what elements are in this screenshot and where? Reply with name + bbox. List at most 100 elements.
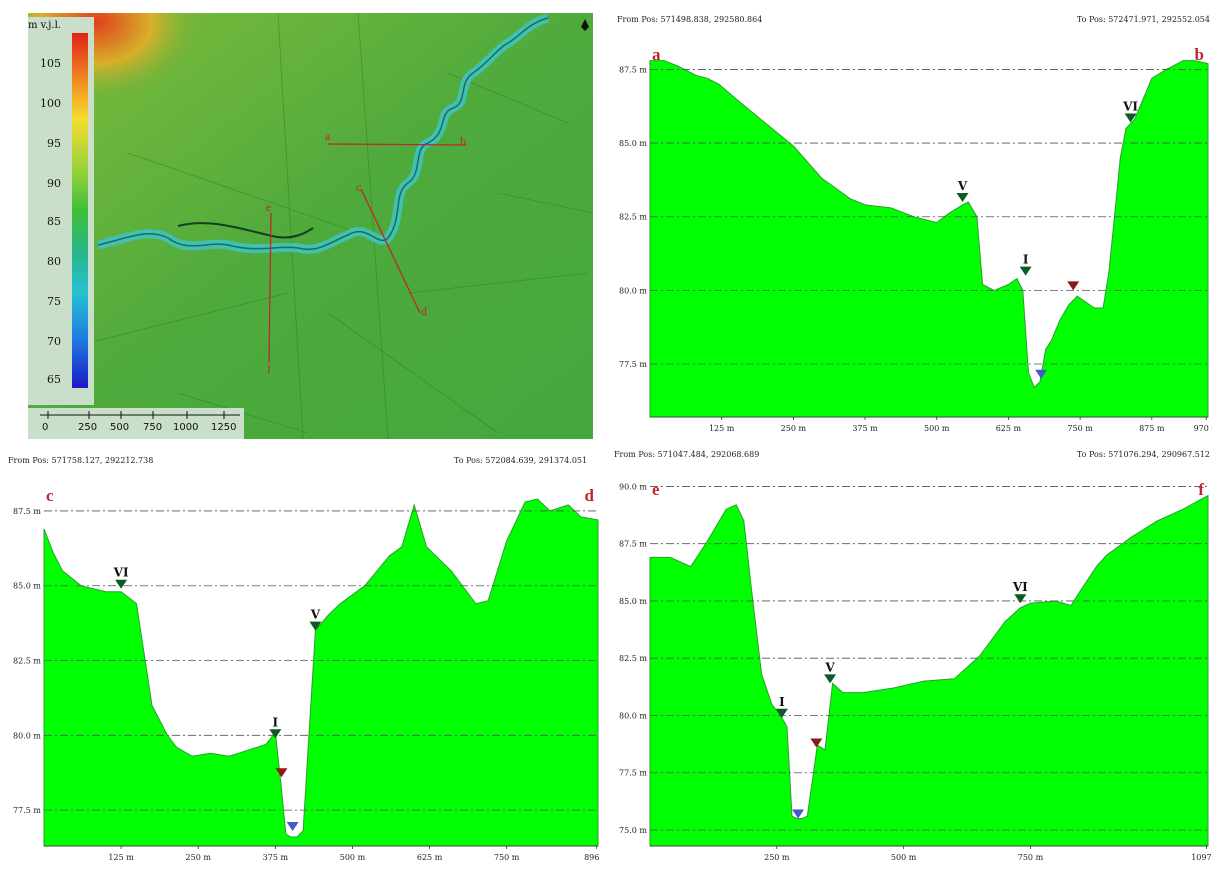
- terrain-map-image: a b c d e f: [28, 13, 593, 439]
- x-tick-label: 625 m: [996, 424, 1022, 433]
- terrace-marker-icon: [286, 822, 299, 832]
- y-tick-label: 80.0 m: [619, 711, 647, 720]
- profile-line-cd: [360, 188, 421, 314]
- profile-end-label: d: [585, 486, 595, 505]
- legend-label: 75: [47, 295, 61, 308]
- scale-bar: 0 250 500 750 1000 1250: [28, 408, 244, 439]
- x-tick-label: 1097 m: [1191, 853, 1212, 862]
- y-tick-label: 77.5 m: [619, 769, 647, 778]
- y-tick-label: 80.0 m: [13, 731, 41, 740]
- terrace-marker-icon: [1035, 369, 1048, 379]
- terrace-marker-icon: [1014, 594, 1027, 604]
- terrace-marker-icon: [1067, 281, 1080, 291]
- legend-label: 95: [47, 137, 61, 150]
- legend-color-bar: [72, 33, 88, 388]
- y-tick-label: 82.5 m: [619, 213, 647, 222]
- map-label-c: c: [356, 180, 361, 194]
- profile-cd-from-pos: From Pos: 571758.127, 292212.738: [8, 456, 154, 465]
- y-tick-label: 90.0 m: [619, 482, 647, 491]
- terrace-marker-label: I: [1023, 253, 1029, 267]
- terrain-profile-area: [649, 494, 1209, 847]
- terrace-marker-icon: [275, 768, 288, 778]
- x-tick-label: 750 m: [1067, 424, 1093, 433]
- profile-line-ab: [327, 143, 467, 146]
- x-tick-label: 250 m: [186, 853, 212, 862]
- x-tick-label: 896 m: [584, 853, 602, 862]
- x-tick-label: 375 m: [263, 853, 289, 862]
- terrace-marker-icon: [792, 809, 805, 819]
- elevation-legend: m v.j.l. 105 100 95 90 85 80 75 70 65: [28, 17, 94, 405]
- profile-ab-from-pos: From Pos: 571498.838, 292580.864: [617, 15, 763, 24]
- terrain-profile-area: [43, 498, 599, 847]
- profile-chart-ab: 87.5 m 85.0 m 82.5 m 80.0 m 77.5 m 125 m 250 m…: [619, 45, 1212, 433]
- x-tick-label: 970 m: [1194, 424, 1212, 433]
- x-tick-label: 125 m: [108, 853, 134, 862]
- profile-ab-to-pos: To Pos: 572471.971, 292552.054: [1076, 15, 1210, 24]
- terrace-marker-label: VI: [1122, 99, 1138, 113]
- profile-line-ef: [268, 212, 272, 364]
- y-tick-label: 85.0 m: [13, 582, 41, 591]
- x-tick-label: 750 m: [1018, 853, 1044, 862]
- legend-label: 70: [47, 335, 61, 348]
- legend-label: 80: [47, 255, 61, 268]
- terrain-map: a b c d e f m v.j.l. 105 100 95 90 85 80…: [28, 13, 593, 439]
- scale-label: 0: [42, 422, 49, 433]
- terrace-marker-label: VI: [1012, 580, 1028, 594]
- terrace-marker-icon: [269, 729, 282, 739]
- terrace-marker-label: VI: [113, 566, 129, 580]
- terrain-profile-area: [649, 60, 1209, 418]
- y-tick-label: 80.0 m: [619, 286, 647, 295]
- profile-cd-to-pos: To Pos: 572084.639, 291374.051: [454, 456, 588, 465]
- x-tick-label: 375 m: [852, 424, 878, 433]
- terrace-marker-label: I: [273, 715, 279, 729]
- x-tick-label: 500 m: [891, 853, 917, 862]
- terrace-marker-label: V: [957, 179, 968, 193]
- y-tick-label: 87.5 m: [13, 507, 41, 516]
- y-tick-label: 82.5 m: [13, 657, 41, 666]
- terrace-marker-icon: [115, 579, 128, 589]
- scale-label: 250: [78, 422, 98, 433]
- x-tick-label: 750 m: [494, 853, 520, 862]
- profile-ef-from-pos: From Pos: 571047.484, 292068.689: [614, 450, 760, 459]
- x-tick-label: 625 m: [417, 853, 443, 862]
- profile-end-label: b: [1195, 45, 1204, 64]
- terrace-marker-icon: [1124, 113, 1137, 123]
- x-tick-label: 500 m: [924, 424, 950, 433]
- terrace-marker-icon: [309, 621, 322, 631]
- terrace-marker-icon: [810, 738, 823, 748]
- profile-chart-ef: 90.0 m 87.5 m 85.0 m 82.5 m 80.0 m 77.5 m 75.0…: [619, 480, 1212, 862]
- profile-start-label: e: [652, 480, 660, 499]
- legend-label: 90: [47, 177, 61, 190]
- scale-label: 500: [110, 422, 130, 433]
- map-label-e: e: [266, 200, 271, 214]
- x-tick-label: 125 m: [709, 424, 735, 433]
- y-tick-label: 85.0 m: [619, 139, 647, 148]
- terrace-marker-icon: [824, 674, 837, 684]
- y-tick-label: 77.5 m: [619, 360, 647, 369]
- scale-label: 1000: [173, 422, 199, 433]
- y-tick-label: 87.5 m: [619, 540, 647, 549]
- profile-ef-to-pos: To Pos: 571076.294, 290967.512: [1076, 450, 1210, 459]
- map-label-f: f: [267, 362, 271, 376]
- map-label-a: a: [325, 129, 331, 143]
- y-tick-label: 85.0 m: [619, 597, 647, 606]
- profile-end-label: f: [1198, 480, 1204, 499]
- terrace-marker-icon: [775, 708, 788, 718]
- north-arrow-icon: [581, 19, 589, 31]
- legend-label: 65: [47, 373, 61, 386]
- legend-title: m v.j.l.: [28, 20, 61, 31]
- y-tick-label: 87.5 m: [619, 65, 647, 74]
- terrace-marker-label: V: [310, 608, 321, 622]
- x-tick-label: 250 m: [781, 424, 807, 433]
- x-tick-label: 500 m: [340, 853, 366, 862]
- profile-start-label: a: [652, 45, 661, 64]
- terrace-marker-label: V: [824, 660, 835, 674]
- terrace-marker-icon: [956, 192, 969, 202]
- profile-start-label: c: [46, 486, 54, 505]
- map-label-b: b: [460, 134, 466, 148]
- profile-chart-cd: 87.5 m 85.0 m 82.5 m 80.0 m 77.5 m 125 m 250 m…: [13, 486, 602, 862]
- legend-label: 85: [47, 215, 61, 228]
- legend-label: 105: [40, 57, 61, 70]
- x-tick-label: 250 m: [764, 853, 790, 862]
- terrace-marker-icon: [1019, 266, 1032, 276]
